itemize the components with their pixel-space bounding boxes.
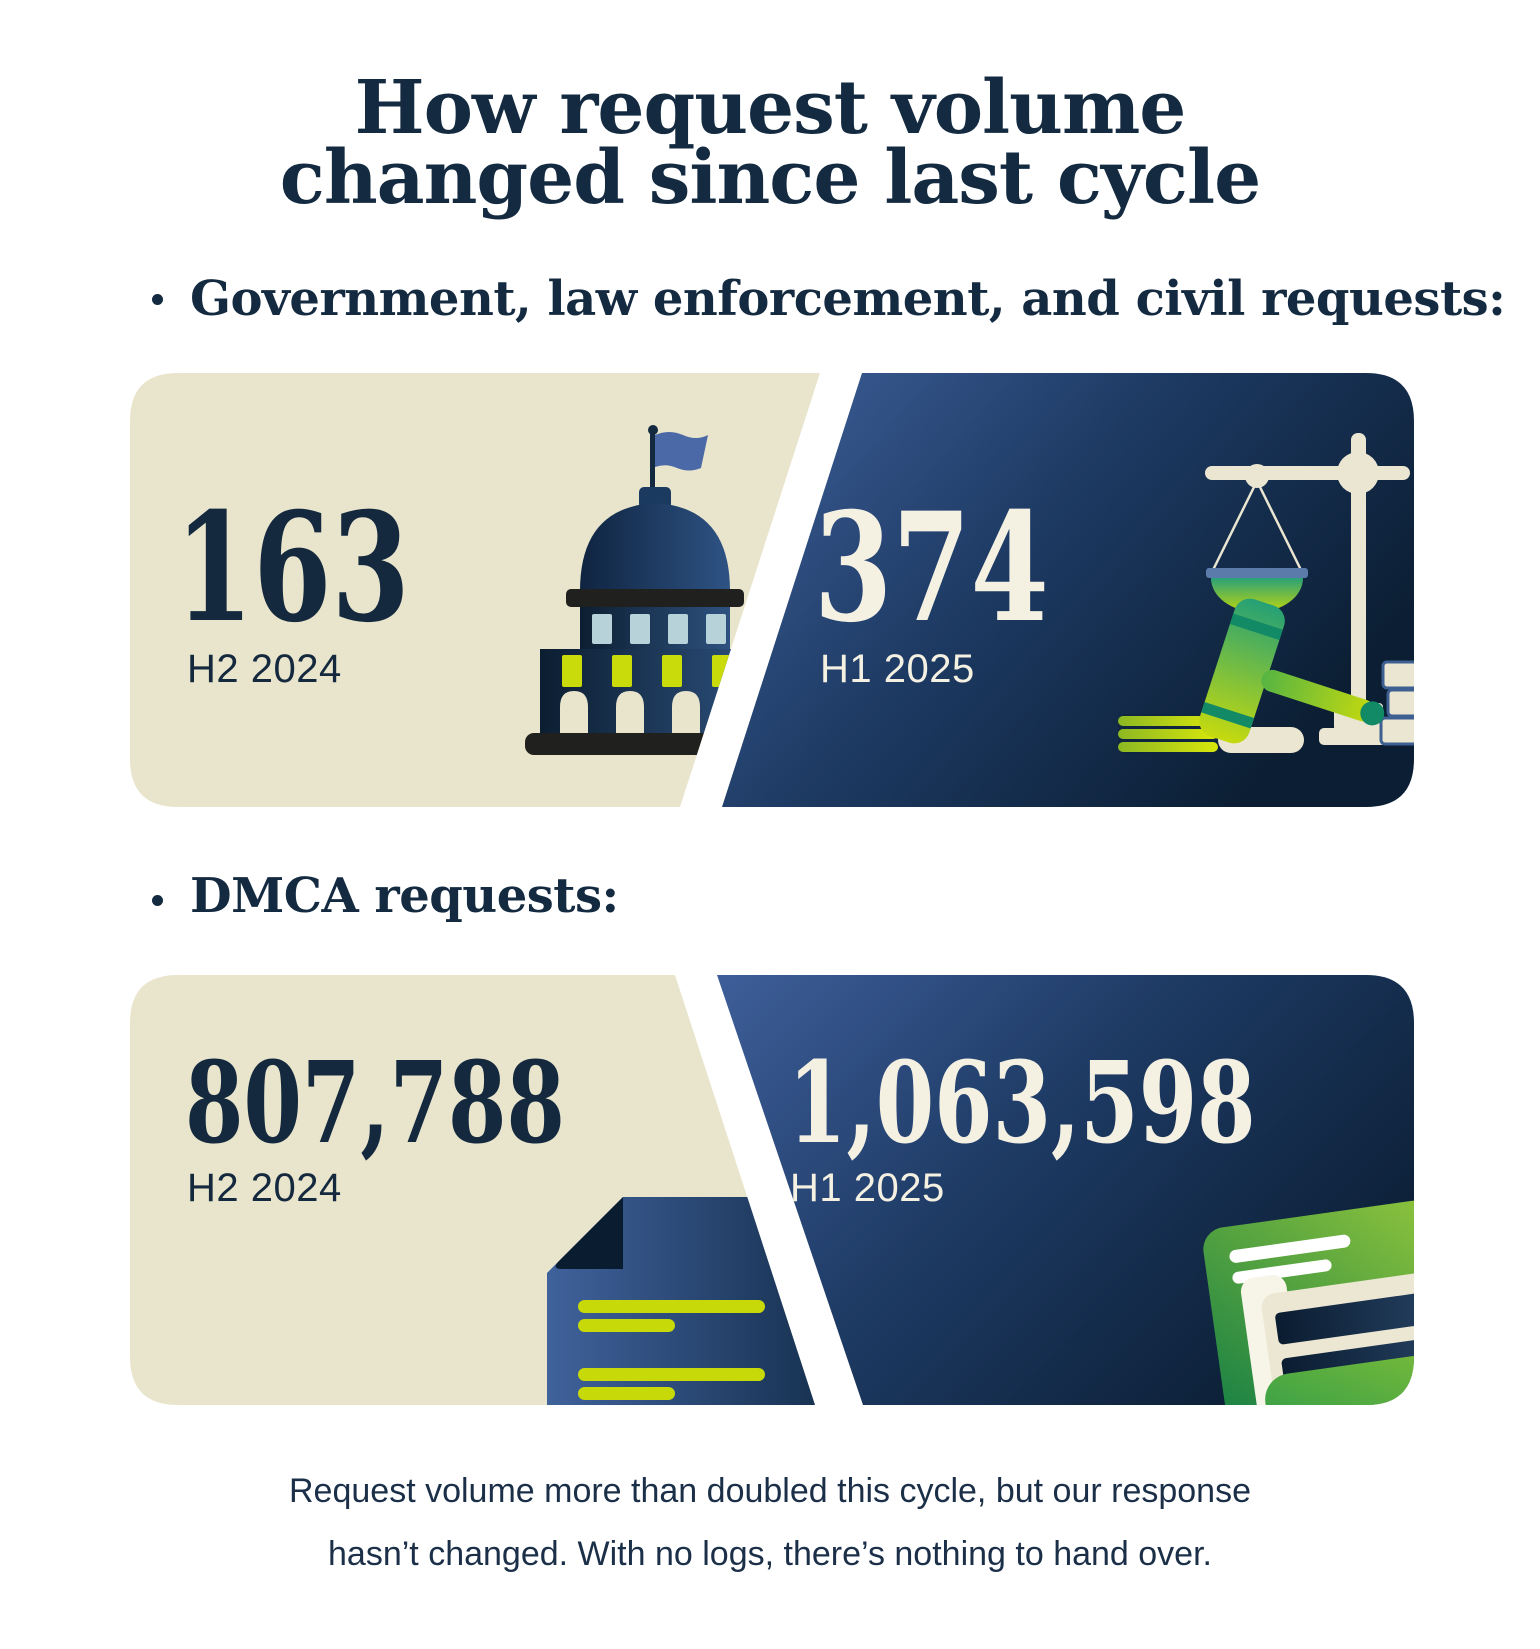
- books-folder-icon: [1203, 1200, 1414, 1405]
- gov-h1-2025-period: H1 2025: [820, 647, 975, 691]
- gov-h2-2024-value: 163: [175, 480, 410, 656]
- footer-note: Request volume more than doubled this cy…: [0, 1460, 1540, 1586]
- scales-of-justice-icon: [1205, 433, 1410, 745]
- gov-requests-row: 163 H2 2024 374 H1 2025: [130, 373, 1414, 807]
- law-books-icon: [1379, 660, 1414, 746]
- dmca-h2-2024-value: 807,788: [185, 1038, 565, 1169]
- folded-corner-icon: [555, 1197, 623, 1269]
- h2-2024-dmca-card: [130, 975, 815, 1405]
- bullet-dot-icon: [152, 294, 163, 305]
- dmca-h1-2025-period: H1 2025: [790, 1166, 945, 1210]
- footer-note-line-1: Request volume more than doubled this cy…: [289, 1472, 1251, 1510]
- section-2-heading: DMCA requests:: [190, 868, 619, 924]
- h2-2024-gov-card: [130, 373, 820, 807]
- h1-2025-gov-card: [722, 373, 1414, 807]
- h1-2025-dmca-card: [717, 975, 1414, 1405]
- dmca-requests-row: 807,788 H2 2024 1,063,598 H1 2025: [130, 975, 1414, 1405]
- bullet-dot-icon: [152, 895, 163, 906]
- footer-note-line-2: hasn’t changed. With no logs, there’s no…: [328, 1535, 1212, 1573]
- gavel-icon: [1118, 598, 1385, 754]
- gov-h2-2024-period: H2 2024: [187, 647, 342, 691]
- dmca-h1-2025-value: 1,063,598: [788, 1038, 1256, 1169]
- dmca-h2-2024-period: H2 2024: [187, 1166, 342, 1210]
- section-1-heading: Government, law enforcement, and civil r…: [190, 271, 1506, 327]
- flag-icon: [655, 432, 708, 471]
- gov-h1-2025-value: 374: [814, 480, 1049, 656]
- page-title-line-1: How request volume: [354, 65, 1187, 151]
- page-title-line-2: changed since last cycle: [279, 135, 1261, 221]
